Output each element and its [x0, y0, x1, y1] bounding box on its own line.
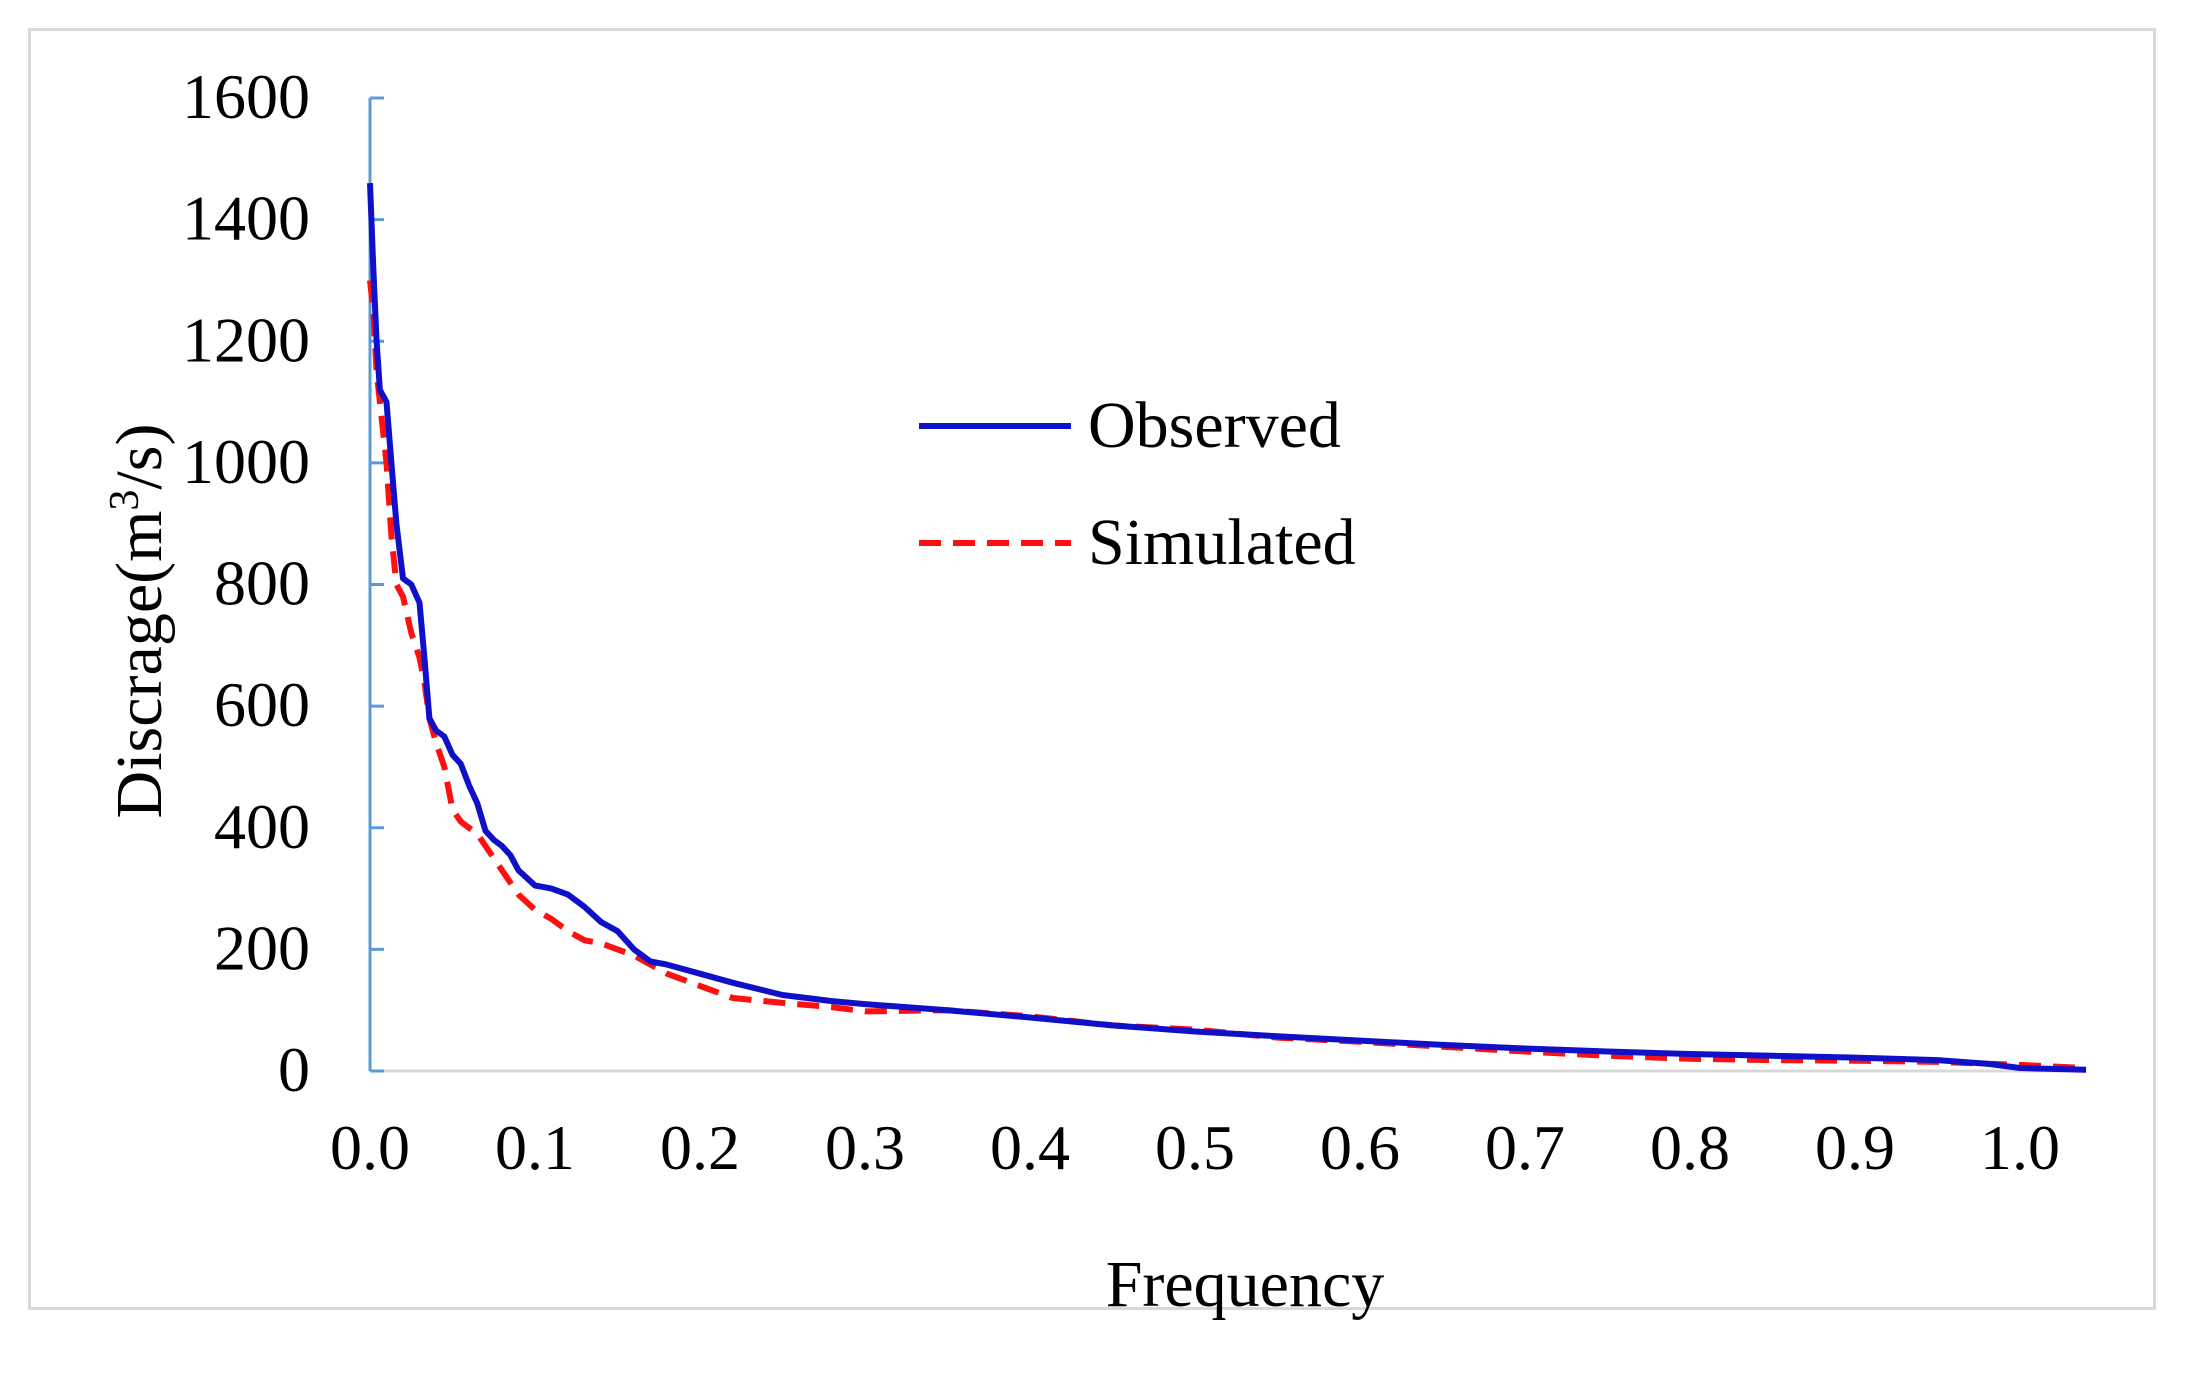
x-tick-label: 0.4	[990, 1112, 1070, 1183]
x-axis-title: Frequency	[1106, 1248, 1385, 1321]
y-axis-title-main: Discrage(m	[103, 511, 176, 819]
x-tick-label: 0.0	[330, 1112, 410, 1183]
axes	[368, 96, 2086, 1073]
x-tick-label: 0.2	[660, 1112, 740, 1183]
x-tick-label: 0.5	[1155, 1112, 1235, 1183]
chart-frame: 0 200 400 600 800 1000 1200 1400 1600 0.0 0.1 0.2 0.…	[28, 28, 2156, 1321]
discharge-frequency-chart: 0 200 400 600 800 1000 1200 1400 1600 0.0 0.1 0.2 0.…	[102, 61, 2087, 1321]
legend: Observed Simulated	[919, 389, 1356, 579]
y-tick-label: 1000	[182, 426, 310, 497]
y-axis-title-sup: 3	[102, 490, 148, 511]
y-tick-label: 1600	[182, 61, 310, 132]
series-lines	[367, 182, 2087, 1073]
series-line-observed	[367, 182, 2087, 1073]
y-tick-label: 800	[214, 548, 310, 619]
x-tick-label: 1.0	[1980, 1112, 2060, 1183]
x-tick-label: 0.1	[495, 1112, 575, 1183]
y-tick-label: 200	[214, 912, 310, 983]
tick-labels: 0 200 400 600 800 1000 1200 1400 1600 0.0 0.1 0.2 0.…	[182, 61, 2060, 1183]
y-tick-label: 1400	[182, 183, 310, 254]
y-tick-label: 1200	[182, 304, 310, 375]
legend-label-observed: Observed	[1088, 389, 1341, 462]
y-axis-title-tail: /s)	[103, 424, 176, 490]
y-tick-label: 0	[278, 1034, 310, 1105]
x-tick-label: 0.8	[1650, 1112, 1730, 1183]
x-tick-label: 0.7	[1485, 1112, 1565, 1183]
x-tick-label: 0.6	[1320, 1112, 1400, 1183]
y-tick-label: 600	[214, 669, 310, 740]
y-axis-title: Discrage(m3/s)	[102, 424, 176, 819]
x-tick-label: 0.3	[825, 1112, 905, 1183]
y-tick-label: 400	[214, 791, 310, 862]
legend-label-simulated: Simulated	[1088, 506, 1356, 579]
x-tick-label: 0.9	[1815, 1112, 1895, 1183]
